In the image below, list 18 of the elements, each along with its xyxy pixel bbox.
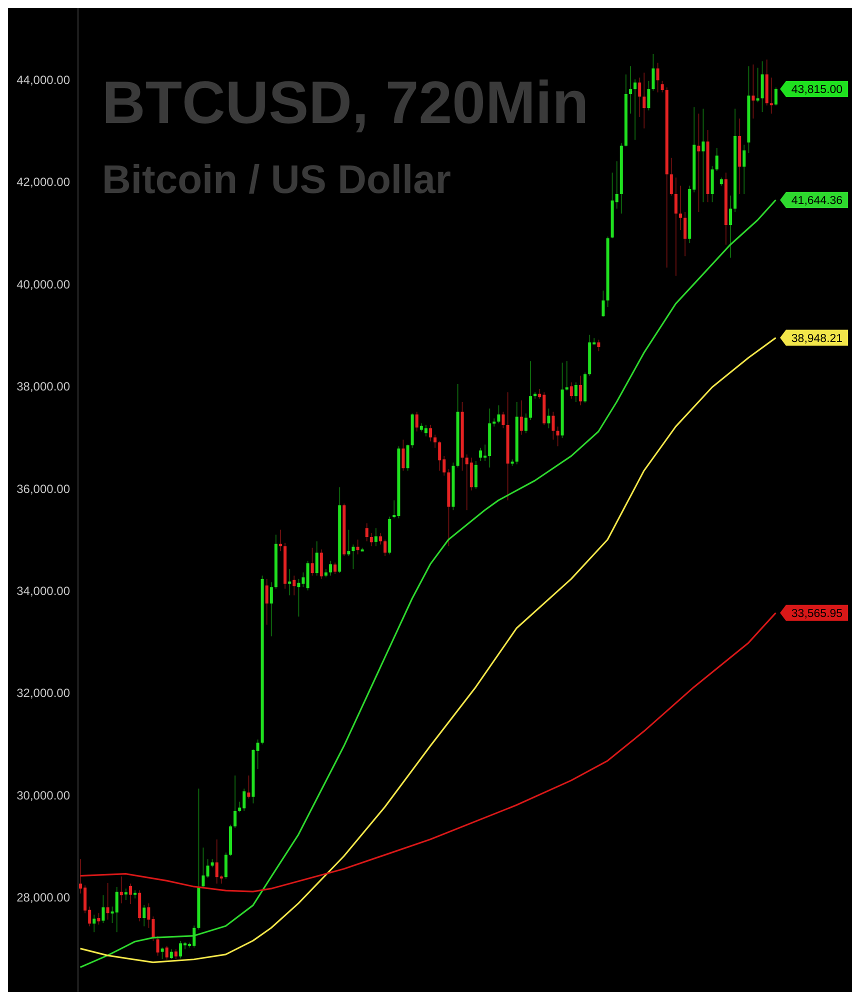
line-series xyxy=(79,612,777,892)
y-tick-label: 34,000.00 xyxy=(16,584,70,598)
text: Bitcoin / US Dollar xyxy=(102,158,451,203)
y-tick-label: 36,000.00 xyxy=(16,482,70,496)
line-series xyxy=(79,199,777,968)
data-label: 33,565.95 xyxy=(791,608,843,620)
line-series xyxy=(79,336,777,964)
data-label: 41,644.36 xyxy=(791,194,843,207)
y-tick-label: 28,000.00 xyxy=(16,890,70,905)
y-tick-label: 42,000.00 xyxy=(16,175,70,190)
y-tick-label: 44,000.00 xyxy=(16,72,70,87)
y-tick-label: 32,000.00 xyxy=(16,686,70,700)
y-tick-label: 30,000.00 xyxy=(16,788,70,802)
text: 43,815.00 xyxy=(791,84,843,96)
y-tick-label: 38,000.00 xyxy=(16,380,70,394)
data-label: 38,948.21 xyxy=(791,332,843,345)
text: BTCUSD, 720Min xyxy=(102,68,589,137)
y-tick-label: 40,000.00 xyxy=(16,277,70,292)
